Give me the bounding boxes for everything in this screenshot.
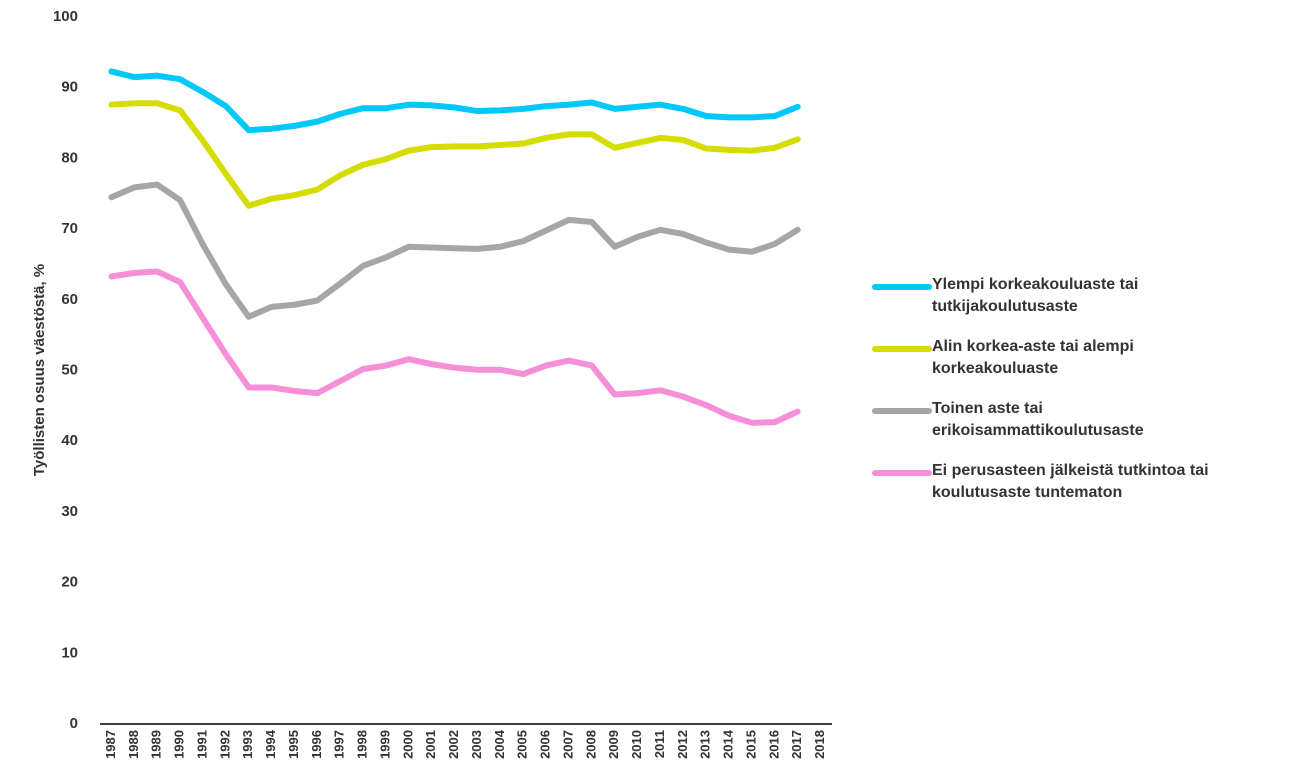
legend: Ylempi korkeakouluaste tai tutkijakoulut… <box>872 274 1252 522</box>
x-tick-label: 2003 <box>469 730 484 759</box>
legend-swatch <box>872 470 932 476</box>
x-tick-label: 1996 <box>309 730 324 759</box>
y-tick-label: 60 <box>61 291 78 308</box>
x-tick-label: 2000 <box>400 730 415 759</box>
x-tick-label: 2015 <box>743 730 758 759</box>
x-tick-label: 2005 <box>515 730 530 759</box>
x-tick-label: 2011 <box>652 730 667 758</box>
x-tick-label: 2012 <box>675 730 690 759</box>
legend-label: Toinen aste tai erikoisammattikoulutusas… <box>932 400 1144 439</box>
y-tick-label: 80 <box>61 149 78 166</box>
y-tick-label: 100 <box>53 8 78 25</box>
legend-item: Ei perusasteen jälkeistä tutkintoa tai k… <box>872 460 1252 522</box>
x-tick-label: 2016 <box>766 730 781 759</box>
x-tick-label: 2004 <box>492 729 507 759</box>
y-tick-label: 0 <box>70 715 78 732</box>
x-tick-label: 2009 <box>606 730 621 759</box>
x-tick-label: 2010 <box>629 730 644 759</box>
x-tick-label: 1997 <box>332 730 347 759</box>
x-tick-label: 1991 <box>194 730 209 759</box>
legend-label: Ylempi korkeakouluaste tai tutkijakoulut… <box>932 276 1139 315</box>
y-axis-title: Työllisten osuus väestöstä, % <box>31 264 48 476</box>
y-tick-label: 50 <box>61 361 78 378</box>
x-tick-label: 1998 <box>355 730 370 759</box>
y-tick-label: 20 <box>61 574 78 591</box>
x-tick-label: 1995 <box>286 730 301 759</box>
x-tick-label: 2008 <box>583 730 598 759</box>
x-tick-label: 2018 <box>812 730 827 759</box>
series-line <box>108 68 801 134</box>
series-line <box>108 100 801 209</box>
y-tick-label: 40 <box>61 432 78 449</box>
x-tick-label: 1994 <box>263 729 278 759</box>
legend-label: Ei perusasteen jälkeistä tutkintoa tai k… <box>932 462 1209 501</box>
y-tick-label: 30 <box>61 503 78 520</box>
legend-item: Alin korkea-aste tai alempi korkeakoulua… <box>872 336 1252 398</box>
series-line <box>108 181 801 320</box>
x-tick-label: 1999 <box>377 730 392 759</box>
legend-swatch <box>872 346 932 352</box>
x-tick-label: 1990 <box>172 730 187 759</box>
x-tick-label: 2006 <box>538 730 553 759</box>
x-tick-label: 2017 <box>789 730 804 759</box>
x-tick-label: 1989 <box>149 730 164 759</box>
x-tick-label: 2002 <box>446 730 461 759</box>
x-tick-label: 1987 <box>103 730 118 759</box>
x-tick-label: 1992 <box>217 730 232 759</box>
y-tick-label: 90 <box>61 79 78 96</box>
legend-label: Alin korkea-aste tai alempi korkeakoulua… <box>932 338 1134 377</box>
x-tick-label: 2014 <box>721 729 736 759</box>
legend-swatch <box>872 284 932 290</box>
y-tick-label: 10 <box>61 644 78 661</box>
x-tick-label: 2007 <box>560 730 575 759</box>
x-tick-label: 1993 <box>240 730 255 759</box>
x-tick-label: 2013 <box>698 730 713 759</box>
legend-item: Toinen aste tai erikoisammattikoulutusas… <box>872 398 1252 460</box>
x-tick-label: 1988 <box>126 730 141 759</box>
legend-swatch <box>872 408 932 414</box>
x-tick-label: 2001 <box>423 730 438 759</box>
y-tick-label: 70 <box>61 220 78 237</box>
series-line <box>108 268 801 426</box>
legend-item: Ylempi korkeakouluaste tai tutkijakoulut… <box>872 274 1252 336</box>
